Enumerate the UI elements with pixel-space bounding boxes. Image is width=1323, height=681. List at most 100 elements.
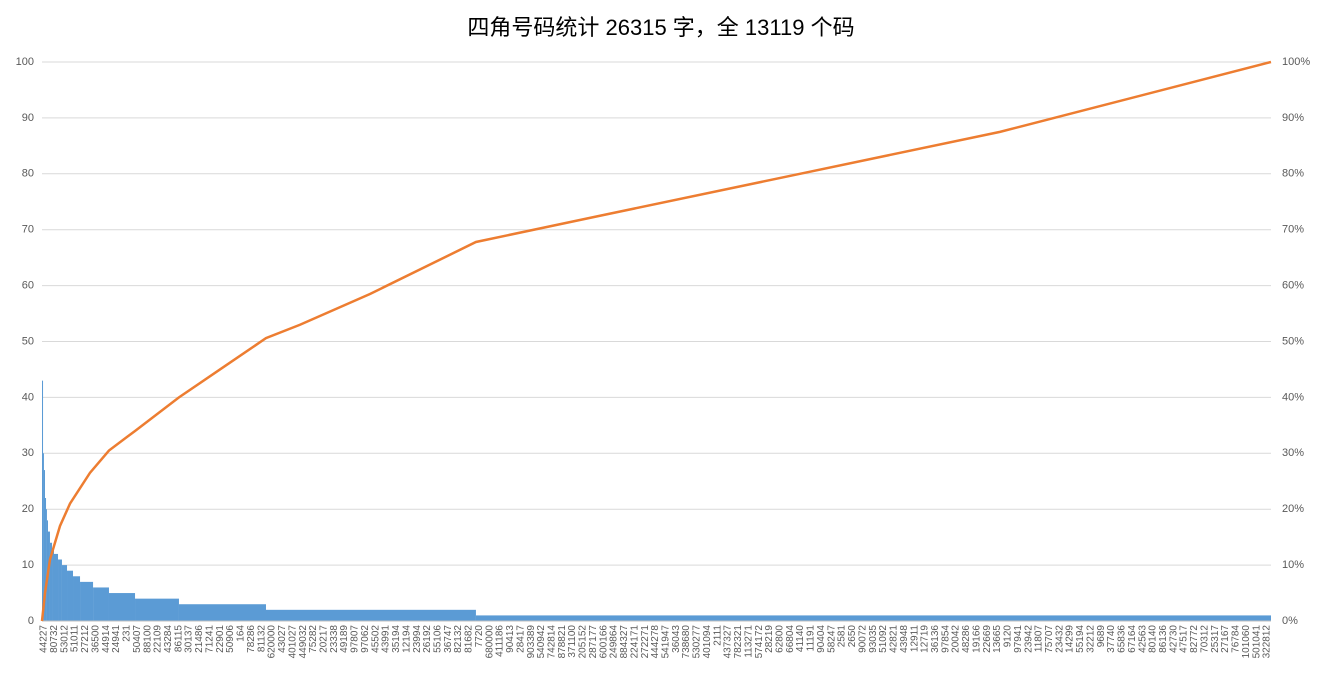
bar	[53, 553, 59, 621]
x-tick-label: 782321	[733, 625, 744, 659]
y2-tick-label: 10%	[1282, 559, 1304, 571]
x-tick-label: 53012	[59, 625, 70, 653]
bar	[73, 576, 81, 621]
x-tick-label: 22669	[982, 625, 993, 653]
x-tick-label: 71241	[204, 625, 215, 653]
x-tick-label: 12911	[909, 625, 920, 653]
y2-tick-label: 50%	[1282, 335, 1304, 347]
x-tick-label: 224171	[629, 625, 640, 659]
x-tick-label: 49189	[339, 625, 350, 653]
x-tick-label: 42730	[1168, 625, 1179, 653]
x-tick-label: 7720	[474, 625, 485, 648]
x-tick-label: 13665	[992, 625, 1003, 653]
y2-tick-label: 0%	[1282, 615, 1298, 627]
bar	[47, 531, 50, 621]
x-tick-label: 287177	[588, 625, 599, 659]
x-tick-label: 23432	[1054, 625, 1065, 653]
x-tick-label: 21486	[194, 625, 205, 653]
x-tick-label: 371100	[567, 625, 578, 658]
x-tick-label: 28219	[764, 625, 775, 653]
x-tick-label: 449032	[298, 625, 309, 659]
x-tick-label: 878821	[557, 625, 568, 659]
bar	[475, 615, 1271, 621]
y-tick-label: 10	[22, 559, 34, 571]
y2-tick-label: 100%	[1282, 56, 1310, 68]
x-tick-label: 35194	[391, 625, 402, 653]
x-tick-label: 11807	[1034, 625, 1045, 653]
y-tick-label: 100	[16, 56, 34, 68]
x-tick-label: 530277	[692, 625, 703, 659]
x-tick-label: 90404	[816, 625, 827, 653]
x-tick-label: 22901	[215, 625, 226, 653]
x-tick-label: 97807	[350, 625, 361, 653]
x-tick-label: 80140	[1148, 625, 1159, 653]
y2-tick-label: 40%	[1282, 391, 1304, 403]
chart-title: 四角号码统计 26315 字，全 13119 个码	[467, 15, 854, 40]
x-tick-label: 67164	[1127, 625, 1138, 653]
x-tick-label: 75282	[308, 625, 319, 653]
x-tick-label: 43991	[381, 625, 392, 653]
x-tick-label: 541947	[661, 625, 672, 659]
x-tick-label: 26192	[422, 625, 433, 653]
x-tick-label: 43027	[277, 625, 288, 653]
x-tick-label: 36747	[443, 625, 454, 653]
x-tick-label: 24941	[111, 625, 122, 653]
x-tick-label: 82132	[453, 625, 464, 653]
x-tick-label: 25317	[1210, 625, 1221, 653]
x-tick-label: 14299	[1065, 625, 1076, 653]
bar	[135, 598, 179, 621]
x-tick-label: 600166	[598, 625, 609, 659]
x-tick-label: 738680	[681, 625, 692, 659]
x-tick-label: 27167	[1220, 625, 1231, 653]
x-tick-label: 272271	[640, 625, 651, 659]
x-tick-label: 55194	[1075, 625, 1086, 653]
x-tick-label: 50407	[132, 625, 143, 653]
y2-tick-label: 90%	[1282, 112, 1304, 124]
x-tick-label: 249864	[609, 625, 620, 659]
x-tick-label: 47517	[1179, 625, 1190, 653]
x-tick-label: 101060	[1241, 625, 1252, 659]
x-tick-label: 2581	[837, 625, 848, 648]
x-tick-label: 66804	[785, 625, 796, 653]
y-tick-label: 50	[22, 335, 34, 347]
bar	[43, 470, 45, 621]
y-tick-label: 80	[22, 168, 34, 180]
bar	[52, 548, 54, 621]
x-tick-label: 44227	[39, 625, 50, 653]
y2-tick-label: 60%	[1282, 280, 1304, 292]
x-tick-label: 90413	[505, 625, 516, 653]
bar	[108, 593, 136, 621]
y-tick-label: 70	[22, 224, 34, 236]
x-tick-label: 444278	[650, 625, 661, 659]
x-tick-label: 205152	[578, 625, 589, 659]
x-tick-label: 70312	[1199, 625, 1210, 653]
x-tick-label: 9120	[1003, 625, 1014, 648]
y2-tick-label: 20%	[1282, 503, 1304, 515]
x-tick-label: 113271	[743, 625, 754, 658]
x-tick-label: 903389	[526, 625, 537, 659]
bar	[44, 498, 47, 621]
x-tick-label: 401094	[702, 625, 713, 659]
x-tick-label: 680000	[484, 625, 495, 659]
x-tick-label: 11191	[806, 625, 817, 652]
x-tick-label: 75707	[1044, 625, 1055, 653]
bar	[43, 453, 44, 621]
bar	[46, 509, 47, 621]
x-tick-label: 81682	[464, 625, 475, 653]
x-tick-label: 51011	[70, 625, 81, 653]
x-tick-label: 44914	[101, 625, 112, 653]
bar	[93, 587, 109, 621]
bar	[80, 581, 94, 621]
x-tick-label: 62800	[775, 625, 786, 653]
x-tick-label: 437327	[723, 625, 734, 659]
x-tick-label: 20042	[951, 625, 962, 653]
x-tick-label: 97062	[360, 625, 371, 653]
bar	[67, 570, 74, 621]
y-tick-label: 30	[22, 447, 34, 459]
x-tick-label: 23942	[1023, 625, 1034, 653]
x-tick-label: 164	[236, 625, 247, 642]
x-tick-label: 28417	[515, 625, 526, 653]
x-tick-label: 76784	[1231, 625, 1242, 653]
x-tick-label: 78286	[246, 625, 257, 653]
